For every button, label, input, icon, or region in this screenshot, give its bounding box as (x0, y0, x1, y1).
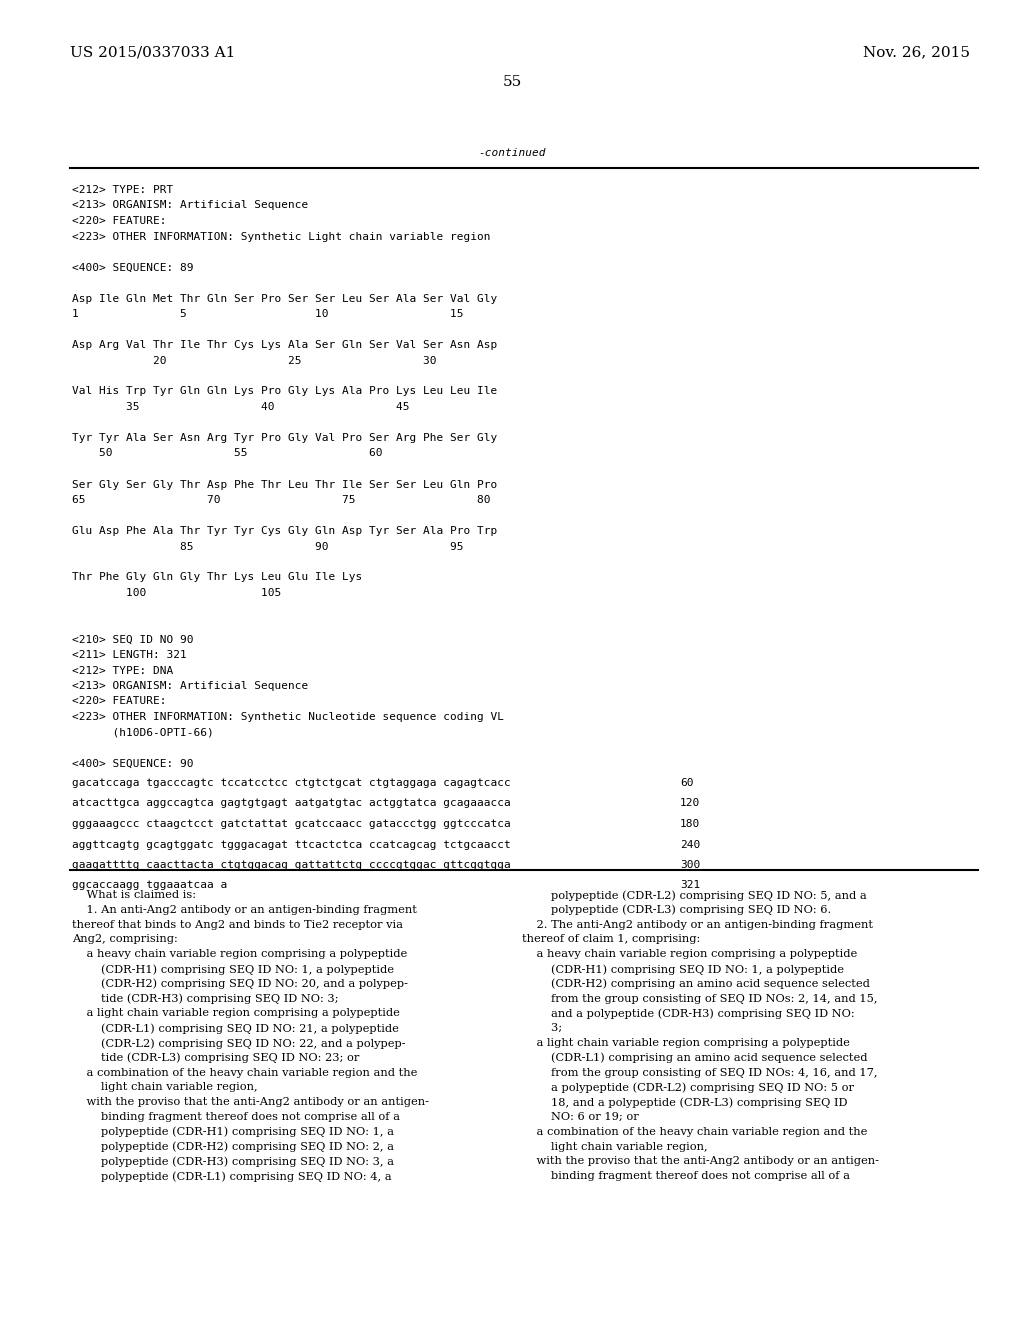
Text: (CDR-H2) comprising an amino acid sequence selected: (CDR-H2) comprising an amino acid sequen… (522, 979, 869, 990)
Text: from the group consisting of SEQ ID NOs: 4, 16, and 17,: from the group consisting of SEQ ID NOs:… (522, 1068, 878, 1077)
Text: Thr Phe Gly Gln Gly Thr Lys Leu Glu Ile Lys: Thr Phe Gly Gln Gly Thr Lys Leu Glu Ile … (72, 573, 362, 582)
Text: polypeptide (CDR-H2) comprising SEQ ID NO: 2, a: polypeptide (CDR-H2) comprising SEQ ID N… (72, 1142, 394, 1152)
Text: a combination of the heavy chain variable region and the: a combination of the heavy chain variabl… (72, 1068, 418, 1077)
Text: 20                  25                  30: 20 25 30 (72, 355, 436, 366)
Text: 55: 55 (503, 75, 521, 88)
Text: (CDR-L1) comprising SEQ ID NO: 21, a polypeptide: (CDR-L1) comprising SEQ ID NO: 21, a pol… (72, 1023, 399, 1034)
Text: Ang2, comprising:: Ang2, comprising: (72, 935, 178, 944)
Text: 1               5                   10                  15: 1 5 10 15 (72, 309, 464, 319)
Text: Val His Trp Tyr Gln Gln Lys Pro Gly Lys Ala Pro Lys Leu Leu Ile: Val His Trp Tyr Gln Gln Lys Pro Gly Lys … (72, 387, 498, 396)
Text: 1. An anti-Ang2 antibody or an antigen-binding fragment: 1. An anti-Ang2 antibody or an antigen-b… (72, 904, 417, 915)
Text: <220> FEATURE:: <220> FEATURE: (72, 216, 167, 226)
Text: 240: 240 (680, 840, 700, 850)
Text: Asp Ile Gln Met Thr Gln Ser Pro Ser Ser Leu Ser Ala Ser Val Gly: Asp Ile Gln Met Thr Gln Ser Pro Ser Ser … (72, 293, 498, 304)
Text: (CDR-H1) comprising SEQ ID NO: 1, a polypeptide: (CDR-H1) comprising SEQ ID NO: 1, a poly… (522, 964, 844, 974)
Text: What is claimed is:: What is claimed is: (72, 890, 196, 900)
Text: <220> FEATURE:: <220> FEATURE: (72, 697, 167, 706)
Text: 18, and a polypeptide (CDR-L3) comprising SEQ ID: 18, and a polypeptide (CDR-L3) comprisin… (522, 1097, 848, 1107)
Text: Glu Asp Phe Ala Thr Tyr Tyr Cys Gly Gln Asp Tyr Ser Ala Pro Trp: Glu Asp Phe Ala Thr Tyr Tyr Cys Gly Gln … (72, 525, 498, 536)
Text: (CDR-H1) comprising SEQ ID NO: 1, a polypeptide: (CDR-H1) comprising SEQ ID NO: 1, a poly… (72, 964, 394, 974)
Text: a light chain variable region comprising a polypeptide: a light chain variable region comprising… (522, 1038, 850, 1048)
Text: polypeptide (CDR-L1) comprising SEQ ID NO: 4, a: polypeptide (CDR-L1) comprising SEQ ID N… (72, 1171, 391, 1181)
Text: US 2015/0337033 A1: US 2015/0337033 A1 (70, 45, 236, 59)
Text: -continued: -continued (478, 148, 546, 158)
Text: <223> OTHER INFORMATION: Synthetic Nucleotide sequence coding VL: <223> OTHER INFORMATION: Synthetic Nucle… (72, 711, 504, 722)
Text: <212> TYPE: PRT: <212> TYPE: PRT (72, 185, 173, 195)
Text: binding fragment thereof does not comprise all of a: binding fragment thereof does not compri… (522, 1171, 850, 1181)
Text: 321: 321 (680, 880, 700, 891)
Text: atcacttgca aggccagtca gagtgtgagt aatgatgtac actggtatca gcagaaacca: atcacttgca aggccagtca gagtgtgagt aatgatg… (72, 799, 511, 808)
Text: ggcaccaagg tggaaatcaa a: ggcaccaagg tggaaatcaa a (72, 880, 227, 891)
Text: gaagattttg caacttacta ctgtggacag gattattctg ccccgtggac gttcggtgga: gaagattttg caacttacta ctgtggacag gattatt… (72, 861, 511, 870)
Text: aggttcagtg gcagtggatc tgggacagat ttcactctca ccatcagcag tctgcaacct: aggttcagtg gcagtggatc tgggacagat ttcactc… (72, 840, 511, 850)
Text: 120: 120 (680, 799, 700, 808)
Text: (CDR-L2) comprising SEQ ID NO: 22, and a polypep-: (CDR-L2) comprising SEQ ID NO: 22, and a… (72, 1038, 406, 1048)
Text: polypeptide (CDR-H1) comprising SEQ ID NO: 1, a: polypeptide (CDR-H1) comprising SEQ ID N… (72, 1127, 394, 1138)
Text: <223> OTHER INFORMATION: Synthetic Light chain variable region: <223> OTHER INFORMATION: Synthetic Light… (72, 231, 490, 242)
Text: thereof of claim 1, comprising:: thereof of claim 1, comprising: (522, 935, 700, 944)
Text: 35                  40                  45: 35 40 45 (72, 403, 410, 412)
Text: a polypeptide (CDR-L2) comprising SEQ ID NO: 5 or: a polypeptide (CDR-L2) comprising SEQ ID… (522, 1082, 854, 1093)
Text: 50                  55                  60: 50 55 60 (72, 449, 383, 458)
Text: gacatccaga tgacccagtc tccatcctcc ctgtctgcat ctgtaggaga cagagtcacc: gacatccaga tgacccagtc tccatcctcc ctgtctg… (72, 777, 511, 788)
Text: Asp Arg Val Thr Ile Thr Cys Lys Ala Ser Gln Ser Val Ser Asn Asp: Asp Arg Val Thr Ile Thr Cys Lys Ala Ser … (72, 341, 498, 350)
Text: Ser Gly Ser Gly Thr Asp Phe Thr Leu Thr Ile Ser Ser Leu Gln Pro: Ser Gly Ser Gly Thr Asp Phe Thr Leu Thr … (72, 479, 498, 490)
Text: with the proviso that the anti-Ang2 antibody or an antigen-: with the proviso that the anti-Ang2 anti… (72, 1097, 429, 1107)
Text: Tyr Tyr Ala Ser Asn Arg Tyr Pro Gly Val Pro Ser Arg Phe Ser Gly: Tyr Tyr Ala Ser Asn Arg Tyr Pro Gly Val … (72, 433, 498, 444)
Text: 300: 300 (680, 861, 700, 870)
Text: 3;: 3; (522, 1023, 562, 1034)
Text: light chain variable region,: light chain variable region, (522, 1142, 708, 1151)
Text: NO: 6 or 19; or: NO: 6 or 19; or (522, 1111, 639, 1122)
Text: 85                  90                  95: 85 90 95 (72, 541, 464, 552)
Text: (h10D6-OPTI-66): (h10D6-OPTI-66) (72, 727, 214, 738)
Text: <210> SEQ ID NO 90: <210> SEQ ID NO 90 (72, 635, 194, 644)
Text: (CDR-H2) comprising SEQ ID NO: 20, and a polypep-: (CDR-H2) comprising SEQ ID NO: 20, and a… (72, 979, 408, 990)
Text: <213> ORGANISM: Artificial Sequence: <213> ORGANISM: Artificial Sequence (72, 681, 308, 690)
Text: with the proviso that the anti-Ang2 antibody or an antigen-: with the proviso that the anti-Ang2 anti… (522, 1156, 879, 1167)
Text: a heavy chain variable region comprising a polypeptide: a heavy chain variable region comprising… (522, 949, 857, 960)
Text: <213> ORGANISM: Artificial Sequence: <213> ORGANISM: Artificial Sequence (72, 201, 308, 210)
Text: 2. The anti-Ang2 antibody or an antigen-binding fragment: 2. The anti-Ang2 antibody or an antigen-… (522, 920, 873, 929)
Text: light chain variable region,: light chain variable region, (72, 1082, 258, 1093)
Text: tide (CDR-L3) comprising SEQ ID NO: 23; or: tide (CDR-L3) comprising SEQ ID NO: 23; … (72, 1053, 359, 1064)
Text: 100                 105: 100 105 (72, 587, 282, 598)
Text: <211> LENGTH: 321: <211> LENGTH: 321 (72, 649, 186, 660)
Text: <212> TYPE: DNA: <212> TYPE: DNA (72, 665, 173, 676)
Text: 180: 180 (680, 818, 700, 829)
Text: tide (CDR-H3) comprising SEQ ID NO: 3;: tide (CDR-H3) comprising SEQ ID NO: 3; (72, 994, 339, 1005)
Text: Nov. 26, 2015: Nov. 26, 2015 (863, 45, 970, 59)
Text: <400> SEQUENCE: 90: <400> SEQUENCE: 90 (72, 759, 194, 768)
Text: 65                  70                  75                  80: 65 70 75 80 (72, 495, 490, 506)
Text: polypeptide (CDR-H3) comprising SEQ ID NO: 3, a: polypeptide (CDR-H3) comprising SEQ ID N… (72, 1156, 394, 1167)
Text: from the group consisting of SEQ ID NOs: 2, 14, and 15,: from the group consisting of SEQ ID NOs:… (522, 994, 878, 1003)
Text: gggaaagccc ctaagctcct gatctattat gcatccaacc gataccctgg ggtcccatca: gggaaagccc ctaagctcct gatctattat gcatcca… (72, 818, 511, 829)
Text: a light chain variable region comprising a polypeptide: a light chain variable region comprising… (72, 1008, 400, 1019)
Text: thereof that binds to Ang2 and binds to Tie2 receptor via: thereof that binds to Ang2 and binds to … (72, 920, 403, 929)
Text: <400> SEQUENCE: 89: <400> SEQUENCE: 89 (72, 263, 194, 272)
Text: 60: 60 (680, 777, 693, 788)
Text: a heavy chain variable region comprising a polypeptide: a heavy chain variable region comprising… (72, 949, 408, 960)
Text: a combination of the heavy chain variable region and the: a combination of the heavy chain variabl… (522, 1127, 867, 1137)
Text: and a polypeptide (CDR-H3) comprising SEQ ID NO:: and a polypeptide (CDR-H3) comprising SE… (522, 1008, 855, 1019)
Text: polypeptide (CDR-L2) comprising SEQ ID NO: 5, and a: polypeptide (CDR-L2) comprising SEQ ID N… (522, 890, 866, 900)
Text: (CDR-L1) comprising an amino acid sequence selected: (CDR-L1) comprising an amino acid sequen… (522, 1053, 867, 1064)
Text: binding fragment thereof does not comprise all of a: binding fragment thereof does not compri… (72, 1111, 400, 1122)
Text: polypeptide (CDR-L3) comprising SEQ ID NO: 6.: polypeptide (CDR-L3) comprising SEQ ID N… (522, 904, 831, 915)
